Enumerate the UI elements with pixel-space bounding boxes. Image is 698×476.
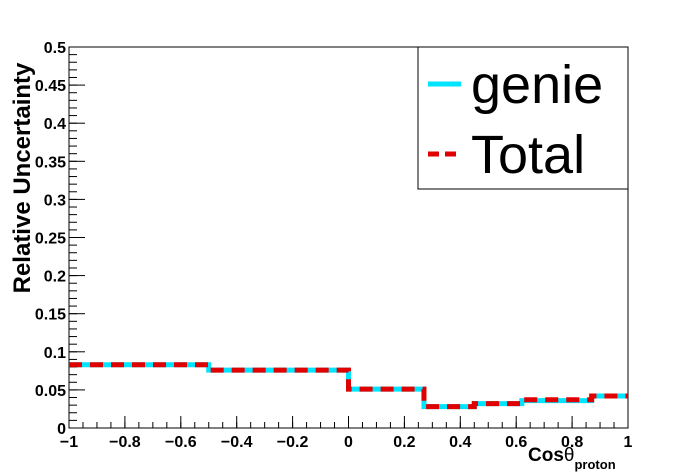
y-tick-label: 0.5 [44,40,66,57]
x-tick-label: −1 [60,434,78,451]
x-axis: −1 −0.8 −0.6 −0.4 −0.2 0 0.2 0.4 0.6 0.8 1 [60,416,633,451]
y-axis-title: Relative Uncertainty [9,62,36,293]
x-tick-label: 0.6 [505,434,527,451]
y-tick-label: 0.35 [35,154,66,171]
x-tick-label: 0.2 [393,434,415,451]
y-tick-label: 0.25 [35,231,66,248]
y-tick-label: 0 [57,421,66,438]
legend-box [417,46,629,190]
x-tick-label: 0.8 [561,434,583,451]
y-tick-label: 0.4 [44,116,66,133]
y-tick-label: 0.1 [44,345,66,362]
y-tick-label: 0.3 [44,192,66,209]
y-tick-label: 0.05 [35,383,66,400]
x-tick-label: −0.8 [109,434,141,451]
x-axis-title-subscript: proton [574,457,615,472]
y-tick-label: 0.2 [44,269,66,286]
series-total [69,362,628,410]
y-tick-label: 0.45 [35,78,66,95]
legend-label-total: Total [471,125,585,185]
x-tick-label: 0 [344,434,353,451]
x-tick-label: −0.6 [165,434,197,451]
series-layer [69,362,628,410]
x-axis-title: Cosθproton [528,445,616,472]
x-tick-label: −0.2 [277,434,309,451]
legend: genie Total [417,46,629,190]
x-tick-label: −0.4 [221,434,253,451]
x-axis-title-main: Cos [528,445,564,466]
legend-label-genie: genie [471,55,603,115]
x-tick-label: 0.4 [449,434,471,451]
x-axis-title-symbol: θ [564,445,575,466]
y-axis: 0 0.05 0.1 0.15 0.2 0.25 0.3 0.35 0.4 0.45 0.5 [35,40,85,438]
y-tick-label: 0.15 [35,307,66,324]
x-tick-label: 1 [624,434,633,451]
